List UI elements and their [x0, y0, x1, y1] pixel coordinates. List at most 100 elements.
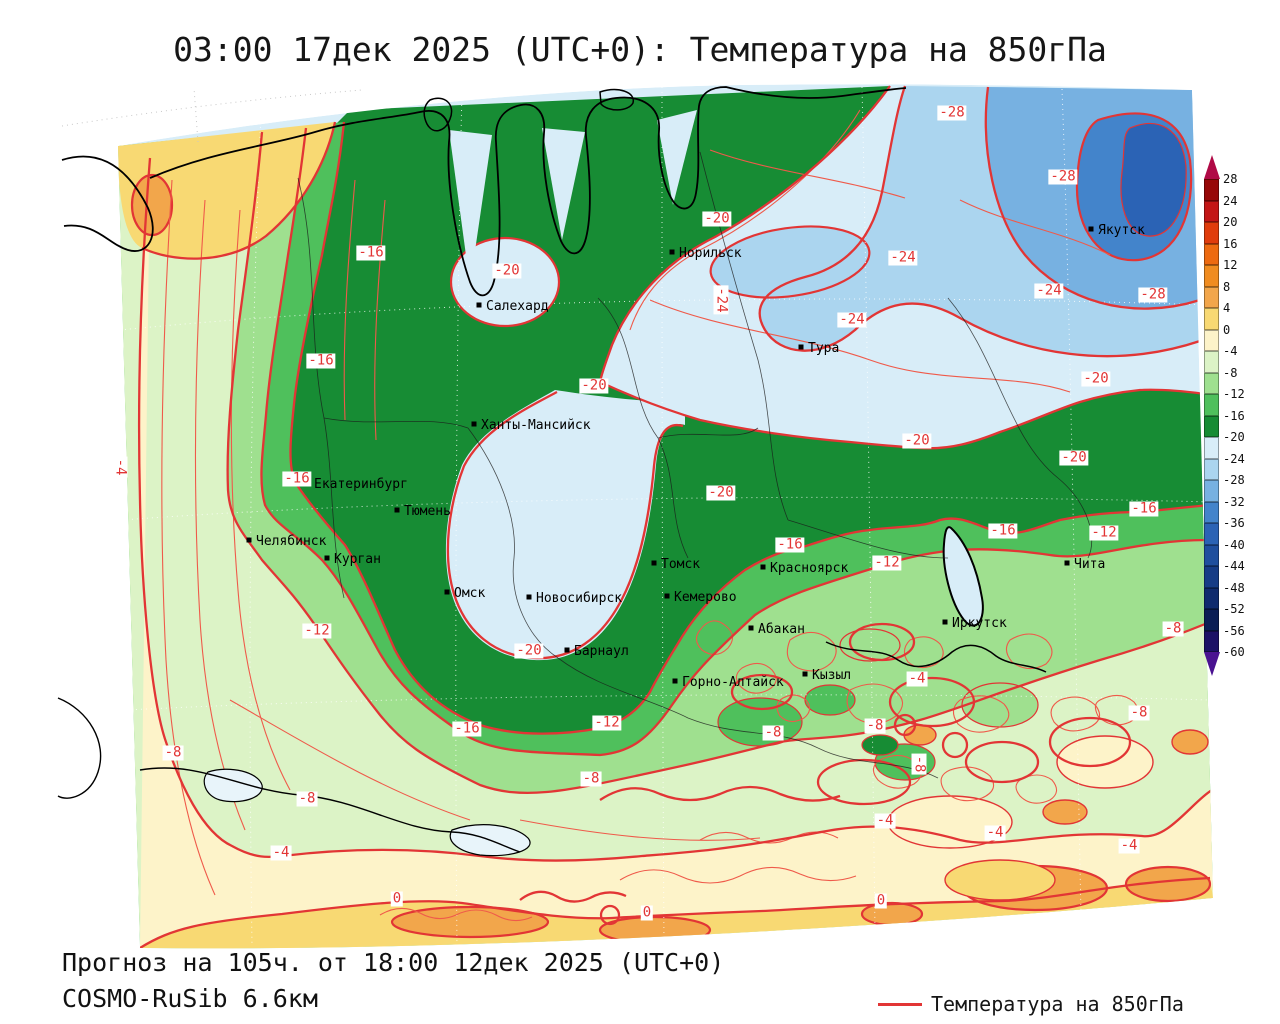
state-border — [139, 767, 521, 853]
white-sea-coast — [61, 155, 154, 252]
city-marker — [802, 671, 808, 677]
city-marker — [748, 625, 754, 631]
city-label: Екатеринбург — [314, 477, 408, 492]
map-legend: Температура на 850гПа — [878, 992, 1184, 1016]
city-label: Тюмень — [404, 504, 451, 519]
forecast-info: Прогноз на 105ч. от 18:00 12дек 2025 (UT… — [62, 948, 725, 977]
field-cream — [139, 158, 1213, 949]
contour-chaos-ring — [893, 713, 917, 737]
contour-0-northwest — [141, 121, 337, 260]
city-label: Томск — [661, 557, 700, 572]
city-label: Новосибирск — [536, 591, 622, 606]
field-blue24-band — [709, 225, 871, 299]
arctic-coastline — [149, 86, 907, 297]
contour-lines-thick — [137, 85, 1213, 949]
graticule — [119, 86, 1212, 949]
cities-layer: Норильск Якутск Салехард Тура Ханты-Мансийск… — [246, 223, 1145, 690]
city-marker — [669, 249, 675, 255]
state-border — [825, 641, 1047, 673]
field-chaos-cell — [1042, 799, 1088, 825]
city-marker — [324, 555, 330, 561]
contour-m24 — [758, 85, 1204, 358]
model-info: COSMO-RuSib 6.6км — [62, 984, 318, 1013]
contour-lines-thin — [161, 109, 1139, 922]
contour-0 — [139, 876, 1211, 949]
field-chaos-cell — [887, 795, 1013, 849]
island — [599, 88, 634, 111]
taz-bay-water — [542, 128, 585, 240]
field-orange-blob — [390, 905, 550, 939]
contour-chaos-wiggle — [599, 785, 841, 802]
yenisei-bay-water — [657, 110, 697, 205]
city-marker — [246, 537, 252, 543]
city-label: Тура — [808, 341, 839, 356]
city-marker — [476, 302, 482, 308]
contour-m4 — [137, 157, 1213, 862]
contour-m20 — [598, 85, 1206, 450]
field-chaos-cell — [944, 859, 1056, 901]
contour-chaos-wiggle — [519, 890, 627, 903]
city-label: Якутск — [1098, 223, 1145, 238]
city-label: Норильск — [679, 246, 742, 261]
city-marker — [394, 507, 400, 513]
ob-bay-water — [449, 130, 492, 285]
field-chaos-cell — [861, 734, 899, 756]
city-label: Горно-Алтайск — [682, 675, 784, 690]
city-marker — [526, 594, 532, 600]
city-marker — [942, 619, 948, 625]
contour-chaos-ring — [730, 673, 794, 711]
field-orange-blob — [1124, 865, 1212, 903]
city-marker — [444, 589, 450, 595]
city-marker — [304, 480, 310, 486]
field-chaos-cell — [717, 697, 803, 747]
city-marker — [471, 421, 477, 427]
contour-m8 — [226, 131, 1211, 795]
field-chaos-cell — [1056, 735, 1154, 789]
city-label: Барнаул — [574, 644, 629, 659]
city-marker — [672, 678, 678, 684]
graticule-outside — [61, 87, 363, 143]
lake — [203, 768, 263, 803]
field-chaos-cell — [804, 684, 856, 716]
legend-label: Температура на 850гПа — [931, 992, 1184, 1016]
contour-chaos-ring — [1048, 716, 1132, 768]
temperature-field — [118, 84, 1213, 949]
contour-chaos-ring — [888, 676, 976, 728]
contour-chaos-ring — [964, 740, 1040, 784]
page-title: 03:00 17дек 2025 (UTC+0): Температура на… — [173, 30, 1107, 69]
contour-chaos-ring — [848, 622, 916, 662]
legend-line-swatch — [878, 1002, 922, 1006]
city-label: Иркутск — [952, 616, 1007, 631]
city-label: Красноярск — [770, 561, 848, 576]
city-label: Абакан — [758, 622, 805, 637]
field-blue36 — [1120, 123, 1187, 237]
city-label: Кемерово — [674, 590, 737, 605]
city-label: Омск — [454, 586, 485, 601]
city-marker — [798, 344, 804, 350]
city-label: Чита — [1074, 557, 1105, 572]
lake-baikal — [942, 526, 984, 627]
contour-m28 — [984, 86, 1201, 310]
city-label: Кызыл — [812, 668, 851, 683]
contour-m12 — [260, 127, 1211, 757]
field-orange-blob — [1171, 729, 1209, 755]
contour-chaos-ring — [599, 904, 621, 926]
city-marker — [1088, 226, 1094, 232]
city-label: Курган — [334, 552, 381, 567]
city-label: Ханты-Мансийск — [481, 418, 591, 433]
field-yellow-northwest — [118, 122, 335, 259]
state-border — [57, 697, 102, 799]
city-marker — [651, 560, 657, 566]
city-marker — [564, 647, 570, 653]
city-marker — [760, 564, 766, 570]
island — [423, 97, 453, 132]
city-label: Челябинск — [256, 534, 327, 549]
contour-chaos-ring — [816, 758, 912, 806]
field-palegreen — [118, 132, 1213, 949]
city-marker — [664, 593, 670, 599]
city-label: Салехард — [486, 299, 549, 314]
contour-chaos-ring — [941, 731, 969, 759]
city-marker — [1064, 560, 1070, 566]
